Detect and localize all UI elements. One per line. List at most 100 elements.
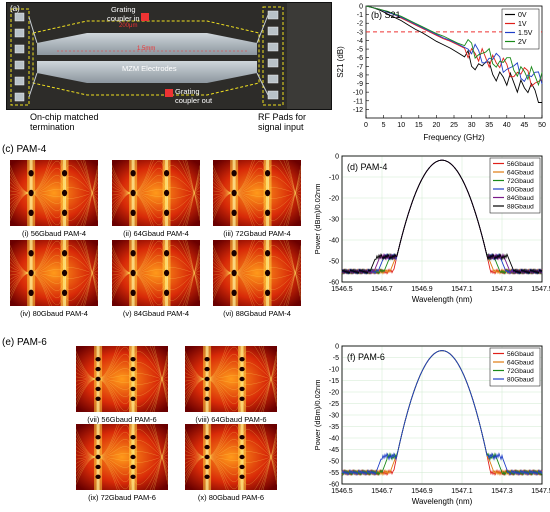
eye-caption: (ii) 64Gbaud PAM-4 (123, 229, 189, 238)
eye-caption: (v) 84Gbaud PAM-4 (122, 309, 190, 318)
eye-caption: (i) 56Gbaud PAM-4 (21, 229, 87, 238)
y-tick-label: -20 (329, 196, 339, 203)
y-tick-label: -50 (329, 259, 339, 266)
x-tick-label: 5 (382, 122, 386, 129)
y-tick-label: -2 (357, 21, 363, 28)
series-line-1V (365, 5, 543, 87)
x-tick-label: 1546.7 (371, 286, 393, 293)
y-tick-label: 0 (359, 4, 363, 11)
x-tick-label: 1547.1 (451, 488, 473, 495)
plot-border (341, 155, 543, 283)
section-c-label: (c) PAM-4 (2, 144, 47, 155)
eye-diagram (112, 160, 200, 226)
legend-box (489, 157, 541, 214)
eye-caption: (vii) 56Gbaud PAM-6 (87, 415, 157, 424)
series-line-2V (365, 5, 543, 87)
eye-caption: (iv) 80Gbaud PAM-4 (20, 309, 88, 318)
y-tick-label: -35 (329, 424, 339, 431)
x-tick-label: 45 (521, 122, 529, 129)
y-axis-label: Power (dBm)/0.02nm (313, 184, 322, 255)
x-axis-label: Frequency (GHz) (423, 133, 485, 142)
eye-diagram (10, 160, 98, 226)
y-tick-label: -9 (357, 81, 363, 88)
scale-label-2: 200μm (119, 23, 138, 29)
y-axis-label: S21 (dB) (336, 46, 345, 78)
eye-caption: (viii) 64Gbaud PAM-6 (195, 415, 267, 424)
eye-diagram (185, 424, 277, 490)
y-tick-label: -50 (329, 459, 339, 466)
chart-title: (d) PAM-4 (347, 162, 387, 172)
legend-label: 56Gbaud (507, 351, 534, 358)
eye-caption: (x) 80Gbaud PAM-6 (197, 493, 265, 502)
legend-label: 84Gbaud (507, 195, 534, 202)
y-tick-label: -30 (329, 413, 339, 420)
legend-label: 1.5V (518, 30, 533, 37)
y-tick-label: 0 (335, 344, 339, 351)
y-tick-label: -5 (357, 47, 363, 54)
label-rf-pads: RF Pads for signal input (258, 112, 307, 132)
x-tick-label: 1547.3 (491, 488, 513, 495)
legend-label: 72Gbaud (507, 368, 534, 375)
pam6-spectrum-chart: 1546.5 1546.7 1546.9 1547.1 1547.3 1547.5 0 -5 -… (313, 344, 550, 507)
y-tick-label: -40 (329, 436, 339, 443)
y-tick-label: -7 (357, 64, 363, 71)
x-tick-label: 10 (397, 122, 405, 129)
y-tick-label: -15 (329, 378, 339, 385)
chart-title: (f) PAM-6 (347, 352, 385, 362)
x-tick-label: 1546.9 (411, 488, 433, 495)
y-tick-label: -10 (353, 90, 363, 97)
y-tick-label: -4 (357, 38, 363, 45)
y-tick-label: -11 (353, 98, 363, 105)
legend-label: 2V (518, 39, 527, 46)
label-mzm-electrodes: MZM Electrodes (122, 64, 177, 73)
eye-diagram (213, 160, 301, 226)
pam4-spectrum-chart: 1546.5 1546.7 1546.9 1547.1 1547.3 1547.5 0 -10… (313, 154, 550, 305)
x-tick-label: 25 (450, 122, 458, 129)
eye-diagram (185, 346, 277, 412)
legend-label: 72Gbaud (507, 178, 534, 185)
x-tick-label: 1546.5 (331, 488, 353, 495)
y-axis-label: Power (dBm)/0.02nm (313, 380, 322, 451)
x-tick-label: 0 (364, 122, 368, 129)
y-tick-label: -8 (357, 72, 363, 79)
eye-diagram (10, 240, 98, 306)
label-grating-coupler-out: Grating coupler out (175, 87, 213, 105)
y-tick-label: -5 (333, 355, 339, 362)
series-line-88Gbaud (341, 159, 543, 275)
y-tick-label: -20 (329, 390, 339, 397)
plot-border (341, 345, 543, 485)
legend-box (501, 8, 540, 50)
section-e-label: (e) PAM-6 (2, 337, 47, 348)
x-tick-label: 15 (415, 122, 423, 129)
eye-diagram (76, 346, 168, 412)
legend-box (489, 347, 541, 387)
x-tick-label: 30 (468, 122, 476, 129)
chip-photo: Grating coupler in MZM Electrodes Gratin… (6, 2, 332, 110)
x-tick-label: 1547.5 (531, 488, 550, 495)
legend-label: 1V (518, 21, 527, 28)
chip-drawing (7, 3, 331, 109)
legend-label: 64Gbaud (507, 170, 534, 177)
y-tick-label: 0 (335, 154, 339, 161)
x-tick-label: 20 (433, 122, 441, 129)
y-tick-label: -60 (329, 482, 339, 489)
x-tick-label: 1547.3 (491, 286, 513, 293)
x-tick-label: 1547.1 (451, 286, 473, 293)
label-termination: On-chip matched termination (30, 112, 99, 132)
x-axis-label: Wavelength (nm) (412, 295, 473, 304)
legend: 0V 1V 1.5V 2V (501, 8, 540, 50)
y-tick-label: -3 (357, 29, 363, 36)
eye-diagram (112, 240, 200, 306)
x-tick-label: 50 (538, 122, 546, 129)
x-tick-label: 40 (503, 122, 511, 129)
series-line-80Gbaud (341, 350, 543, 477)
y-tick-label: -55 (329, 470, 339, 477)
legend-label: 56Gbaud (507, 161, 534, 168)
legend-label: 80Gbaud (507, 377, 534, 384)
legend-label: 80Gbaud (507, 187, 534, 194)
x-tick-label: 35 (485, 122, 493, 129)
y-tick-label: -12 (353, 107, 363, 114)
x-tick-label: 1546.5 (331, 286, 353, 293)
label-grating-coupler-in: Grating coupler in (107, 5, 140, 23)
